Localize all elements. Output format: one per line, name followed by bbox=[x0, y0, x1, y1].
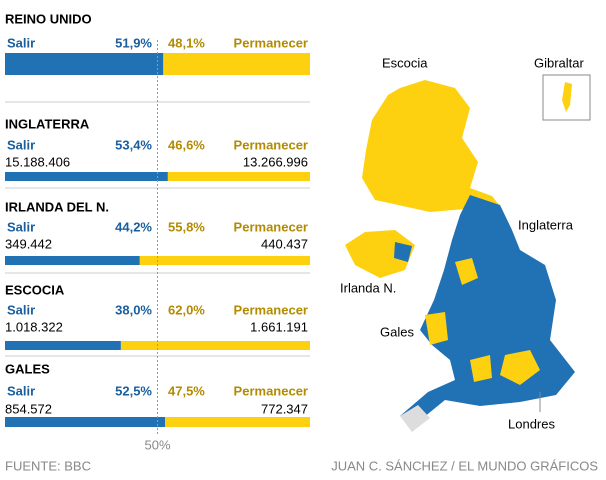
vote-total: 15.188.406 bbox=[5, 154, 70, 169]
vote-total: 1.661.191 bbox=[250, 319, 308, 334]
map-area bbox=[455, 258, 478, 285]
vote-total: 772.347 bbox=[261, 401, 308, 416]
map-label: Gibraltar bbox=[534, 55, 585, 70]
map-label: Escocia bbox=[382, 55, 428, 70]
vote-total: 1.018.322 bbox=[5, 319, 63, 334]
value-label: 51,9% bbox=[115, 35, 152, 50]
vote-total: 440.437 bbox=[261, 236, 308, 251]
section-title: INGLATERRA bbox=[5, 116, 90, 131]
section-title: REINO UNIDO bbox=[5, 11, 92, 26]
value-label: 38,0% bbox=[115, 302, 152, 317]
value-label: 48,1% bbox=[168, 35, 205, 50]
map-area bbox=[394, 242, 412, 262]
bar-segment bbox=[5, 172, 168, 181]
bar-segment bbox=[5, 53, 164, 75]
value-label: 44,2% bbox=[115, 219, 152, 234]
bar-segment bbox=[163, 53, 310, 75]
value-label: 55,8% bbox=[168, 219, 205, 234]
bar-segment bbox=[167, 172, 310, 181]
vote-total: 854.572 bbox=[5, 401, 52, 416]
map-label: Londres bbox=[508, 416, 555, 431]
reference-label: 50% bbox=[144, 437, 170, 452]
map-area bbox=[425, 312, 448, 345]
value-label: 53,4% bbox=[115, 137, 152, 152]
series-name: Permanecer bbox=[234, 302, 308, 317]
section-title: GALES bbox=[5, 361, 50, 376]
series-name: Salir bbox=[7, 383, 35, 398]
series-name: Permanecer bbox=[234, 219, 308, 234]
bar-segment bbox=[139, 256, 310, 265]
vote-total: 349.442 bbox=[5, 236, 52, 251]
vote-total: 13.266.996 bbox=[243, 154, 308, 169]
series-name: Salir bbox=[7, 137, 35, 152]
series-name: Salir bbox=[7, 219, 35, 234]
map-area bbox=[500, 350, 540, 385]
bar-segment bbox=[5, 256, 140, 265]
bar-segment bbox=[120, 341, 311, 350]
bar-segment bbox=[165, 417, 310, 427]
series-name: Salir bbox=[7, 302, 35, 317]
section-title: IRLANDA DEL N. bbox=[5, 199, 109, 214]
credit: JUAN C. SÁNCHEZ / EL MUNDO GRÁFICOS bbox=[331, 458, 598, 473]
map-area bbox=[400, 405, 430, 432]
value-label: 62,0% bbox=[168, 302, 205, 317]
value-label: 46,6% bbox=[168, 137, 205, 152]
section-title: ESCOCIA bbox=[5, 282, 65, 297]
series-name: Permanecer bbox=[234, 137, 308, 152]
value-label: 52,5% bbox=[115, 383, 152, 398]
map-label: Gales bbox=[380, 324, 414, 339]
bar-segment bbox=[5, 417, 166, 427]
series-name: Permanecer bbox=[234, 35, 308, 50]
series-name: Permanecer bbox=[234, 383, 308, 398]
map-gibraltar bbox=[562, 82, 572, 112]
map bbox=[345, 74, 591, 432]
bar-segment bbox=[5, 341, 121, 350]
map-scotland bbox=[362, 80, 500, 212]
map-label: Inglaterra bbox=[518, 217, 574, 232]
series-name: Salir bbox=[7, 35, 35, 50]
map-area bbox=[470, 355, 492, 382]
map-northern-ireland bbox=[345, 230, 415, 278]
source: FUENTE: BBC bbox=[5, 458, 91, 473]
map-label: Irlanda N. bbox=[340, 280, 396, 295]
value-label: 47,5% bbox=[168, 383, 205, 398]
